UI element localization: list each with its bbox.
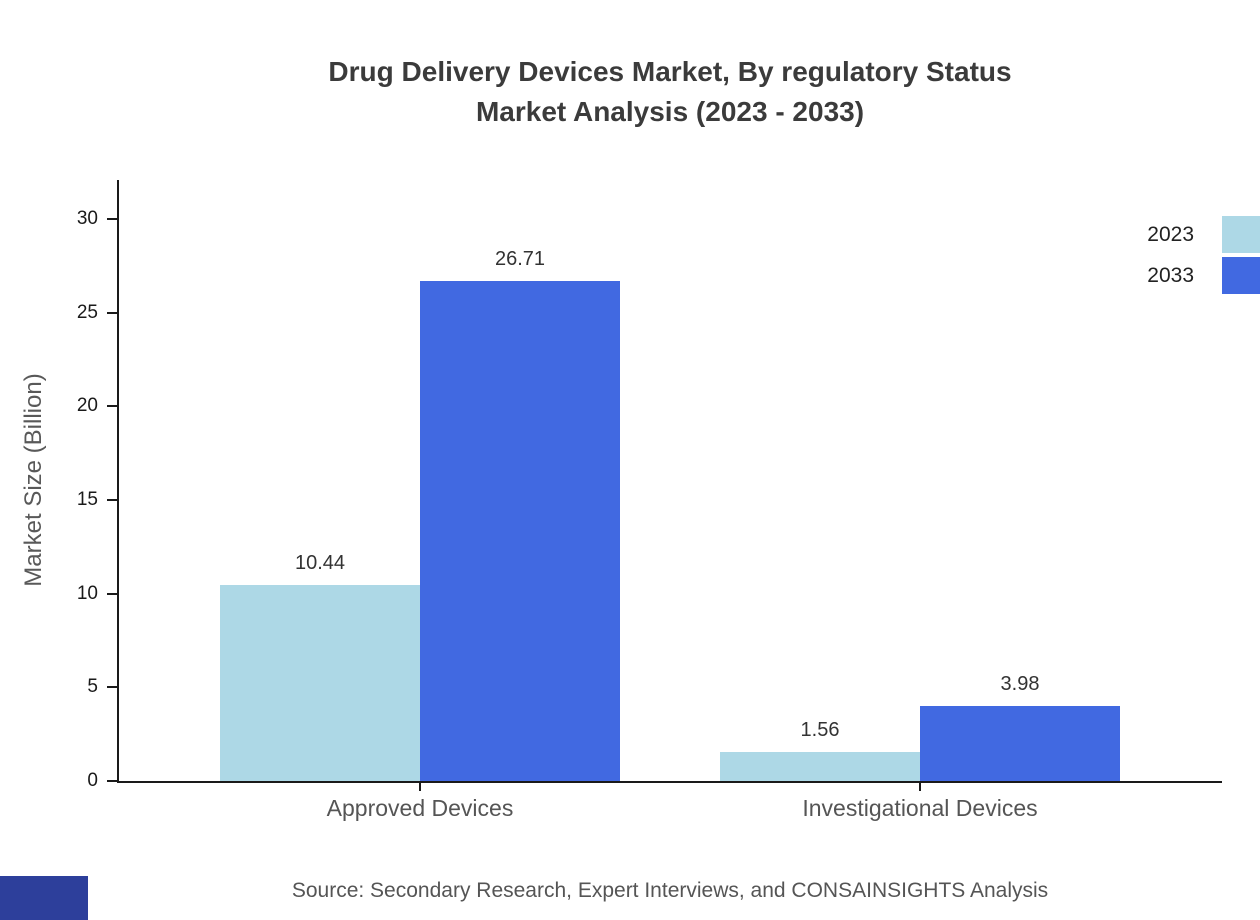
legend-label-2033: 2033 — [1147, 263, 1194, 287]
legend-label-2023: 2023 — [1147, 222, 1194, 246]
y-tick-mark — [107, 218, 118, 220]
bar-value-2023-investigational-devices: 1.56 — [800, 718, 840, 741]
y-tick-mark — [107, 592, 118, 595]
legend-item-2023: 2023 — [1147, 216, 1260, 253]
x-category-label-investigational-devices: Investigational Devices — [802, 795, 1038, 821]
y-tick-label: 20 — [76, 395, 98, 417]
y-tick-label: 0 — [87, 770, 98, 791]
y-tick-label: 10 — [76, 582, 98, 604]
legend-swatch-2023 — [1222, 216, 1260, 253]
chart-title-line1: Drug Delivery Devices Market, By regulat… — [328, 56, 1012, 87]
y-tick-label: 25 — [76, 301, 98, 323]
legend-item-2033: 2033 — [1147, 257, 1260, 294]
y-axis-line — [117, 180, 119, 783]
y-tick-mark — [107, 499, 118, 501]
y-tick-mark — [107, 780, 118, 782]
chart-title: Drug Delivery Devices Market, By regulat… — [90, 52, 1250, 132]
chart-title-line2: Market Analysis (2023 - 2033) — [475, 96, 865, 127]
legend: 2023 2033 — [1147, 216, 1260, 294]
y-tick-mark — [107, 311, 118, 314]
x-tick-mark — [919, 783, 921, 791]
bar-2023-investigational-devices — [720, 751, 920, 781]
bar-2033-investigational-devices — [920, 706, 1120, 781]
y-tick-mark — [107, 686, 118, 689]
y-tick-label: 5 — [87, 676, 98, 698]
y-tick-label: 15 — [76, 489, 98, 510]
bar-value-2023-approved-devices: 10.44 — [294, 552, 346, 575]
x-category-label-approved-devices: Approved Devices — [326, 795, 514, 821]
source-note: Source: Secondary Research, Expert Inter… — [291, 879, 1049, 902]
y-tick-label: 30 — [76, 208, 98, 229]
x-axis-line — [117, 781, 1222, 783]
bar-2023-approved-devices — [220, 585, 420, 781]
x-tick-mark — [419, 783, 421, 791]
bar-value-2033-investigational-devices: 3.98 — [1000, 673, 1040, 696]
bar-2033-approved-devices — [420, 280, 620, 781]
brand-corner-block — [0, 876, 88, 920]
bar-value-2033-approved-devices: 26.71 — [494, 247, 546, 270]
y-tick-mark — [107, 405, 118, 408]
legend-swatch-2033 — [1222, 257, 1260, 294]
